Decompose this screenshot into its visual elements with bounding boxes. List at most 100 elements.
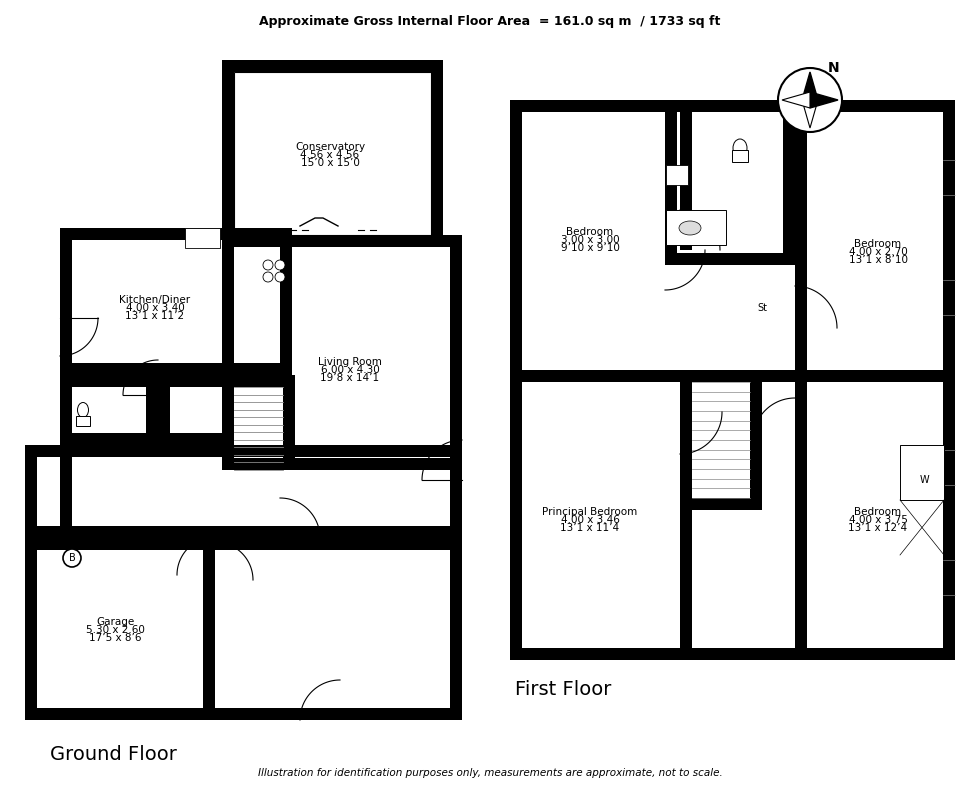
Bar	[60, 526, 462, 538]
Text: 4.00 x 2.70: 4.00 x 2.70	[849, 247, 907, 257]
Bar	[60, 318, 72, 356]
Text: Bedroom: Bedroom	[566, 227, 613, 237]
Bar	[222, 375, 295, 387]
Ellipse shape	[679, 221, 701, 235]
Bar	[25, 538, 37, 720]
Bar	[60, 228, 72, 375]
Bar	[170, 387, 222, 433]
Bar	[37, 708, 92, 714]
Text: 3.00 x 3.00: 3.00 x 3.00	[561, 235, 619, 245]
Bar	[677, 112, 783, 253]
Bar	[666, 165, 688, 185]
Bar	[300, 708, 340, 720]
Bar	[750, 370, 762, 510]
Text: 13’1 x 11’2: 13’1 x 11’2	[125, 311, 184, 321]
Text: 13’1 x 12’4: 13’1 x 12’4	[849, 523, 907, 533]
Bar	[680, 370, 692, 510]
Bar	[222, 458, 462, 470]
Bar	[680, 370, 692, 412]
Bar	[72, 387, 146, 433]
Bar	[943, 560, 955, 595]
Text: 4.56 x 4.56: 4.56 x 4.56	[301, 150, 360, 160]
Bar	[692, 382, 750, 498]
Bar	[60, 375, 158, 387]
Bar	[680, 100, 692, 250]
Bar	[37, 457, 60, 526]
Text: 4.00 x 3.75: 4.00 x 3.75	[849, 515, 907, 525]
Circle shape	[275, 272, 285, 282]
Bar	[60, 433, 158, 445]
Bar	[234, 72, 431, 235]
Text: First Floor: First Floor	[515, 680, 612, 699]
Text: 4.00 x 3.46: 4.00 x 3.46	[561, 515, 619, 525]
Bar	[540, 100, 640, 112]
Bar	[146, 395, 158, 430]
Ellipse shape	[733, 139, 747, 157]
Text: B: B	[69, 553, 75, 563]
Bar	[222, 60, 443, 72]
Text: 15’0 x 15’0: 15’0 x 15’0	[301, 158, 360, 168]
Bar	[222, 60, 234, 235]
Text: St: St	[757, 303, 767, 313]
Text: 4.00 x 3.40: 4.00 x 3.40	[125, 303, 184, 313]
Text: 19’8 x 14’1: 19’8 x 14’1	[320, 373, 379, 383]
Circle shape	[275, 260, 285, 270]
Bar	[680, 498, 762, 510]
Bar	[60, 445, 72, 538]
Bar	[37, 550, 203, 708]
Bar	[510, 200, 522, 245]
Bar	[510, 370, 955, 382]
Bar	[60, 228, 292, 240]
Bar	[158, 433, 222, 445]
Bar	[97, 708, 127, 714]
Text: Bedroom: Bedroom	[855, 507, 902, 517]
Bar	[510, 100, 522, 660]
Bar	[215, 538, 462, 550]
Bar	[158, 375, 170, 445]
Bar	[76, 416, 90, 426]
Bar	[450, 538, 462, 720]
Bar	[783, 100, 795, 265]
Text: Living Room: Living Room	[318, 357, 382, 367]
Bar	[680, 250, 692, 290]
Bar	[943, 280, 955, 315]
Bar	[72, 240, 280, 363]
Bar	[72, 457, 450, 526]
Bar	[234, 387, 283, 470]
Bar	[795, 328, 807, 370]
Text: 13’1 x 11’4: 13’1 x 11’4	[561, 523, 619, 533]
Polygon shape	[782, 92, 810, 108]
Bar	[288, 223, 318, 235]
Bar	[666, 210, 726, 245]
Bar	[60, 400, 72, 430]
Polygon shape	[802, 72, 818, 100]
Text: Conservatory: Conservatory	[295, 142, 366, 152]
Text: 17’5 x 8’6: 17’5 x 8’6	[89, 633, 141, 643]
Circle shape	[263, 260, 273, 270]
Bar	[522, 112, 943, 648]
Bar	[665, 250, 677, 290]
Bar	[60, 363, 292, 375]
Bar	[900, 445, 944, 500]
Text: N: N	[828, 61, 840, 75]
Bar	[25, 708, 215, 720]
Text: Principal Bedroom: Principal Bedroom	[542, 507, 638, 517]
Bar	[203, 538, 215, 720]
Text: Illustration for identification purposes only, measurements are approximate, not: Illustration for identification purposes…	[258, 768, 722, 778]
Bar	[222, 235, 462, 247]
Bar	[222, 235, 234, 470]
Text: Approximate Gross Internal Floor Area  = 161.0 sq m  / 1733 sq ft: Approximate Gross Internal Floor Area = …	[260, 16, 720, 29]
Ellipse shape	[77, 402, 88, 417]
Bar	[280, 228, 292, 375]
Text: Kitchen/Diner: Kitchen/Diner	[120, 295, 190, 305]
Bar	[450, 445, 462, 538]
Bar	[25, 538, 215, 550]
Bar	[820, 100, 920, 112]
Circle shape	[778, 68, 842, 132]
Bar	[510, 648, 955, 660]
Bar	[222, 375, 234, 470]
Bar	[795, 440, 807, 482]
Text: 9’10 x 9’10: 9’10 x 9’10	[561, 243, 619, 253]
Bar	[158, 375, 222, 387]
Bar	[283, 375, 295, 470]
